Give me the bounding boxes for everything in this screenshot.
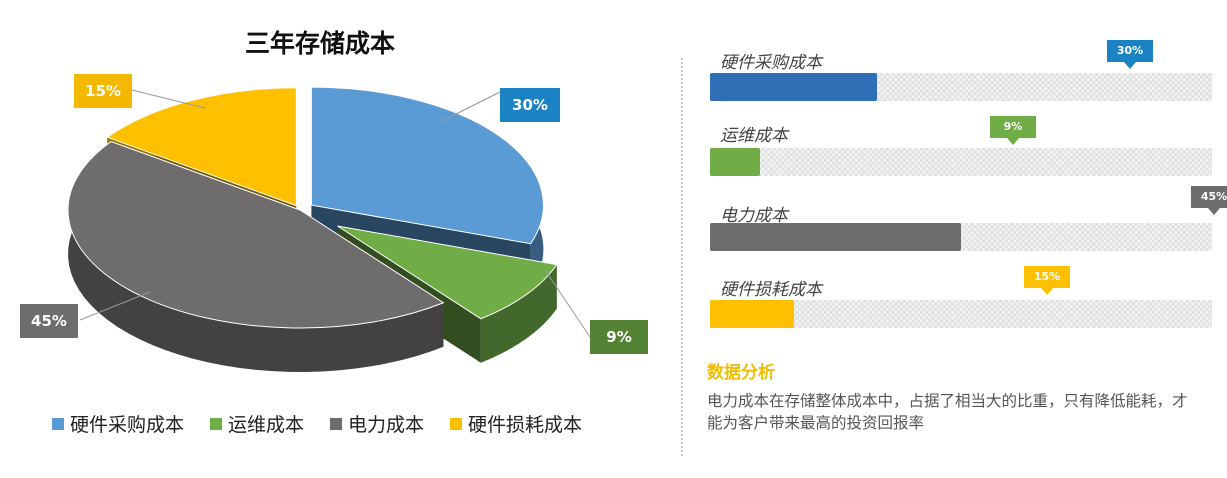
callout-power: 45% [20,304,78,338]
legend-label-power: 电力成本 [348,414,425,436]
bar-tag-maintenance-label: 9% [1003,120,1023,133]
bar-tag-arrow-icon [1208,208,1220,215]
bar-tag-power: 45% [1191,186,1227,215]
legend-swatch-hardware-wear [450,417,463,430]
legend-item-hardware-wear: 硬件损耗成本 [450,410,582,437]
callout-power-label: 45% [31,312,67,330]
legend-item-power: 电力成本 [330,410,424,437]
bar-tag-power-label: 45% [1200,190,1227,203]
callout-hardware-purchase: 30% [500,88,560,122]
legend-swatch-maintenance [210,417,223,430]
pie-chart [67,86,591,372]
bar-fill-hardware-wear [710,300,794,328]
bar-tag-arrow-icon [1041,288,1053,295]
leader-line-hardware-wear [131,89,206,109]
bar-fill-maintenance [710,148,760,176]
bar-tag-hardware-purchase-label: 30% [1116,44,1144,57]
bar-tag-maintenance: 9% [990,116,1036,145]
section-divider [681,58,683,456]
bar-fill-hardware-purchase [710,73,877,101]
bar-row-power: 电力成本 45% [710,186,1227,252]
pie-slice-power [67,140,445,329]
pie-slice-hardware-purchase [310,86,544,245]
bar-row-hardware-wear: 硬件损耗成本 15% [710,265,1212,329]
analysis-title: 数据分析 [707,363,775,383]
pie-slice-maintenance [337,225,558,320]
bar-track-hardware-wear [710,300,1212,328]
bar-tag-hardware-wear: 15% [1024,266,1070,295]
analysis-text: 电力成本在存储整体成本中，占据了相当大的比重，只有降低能耗，才能为客户带来最高的… [707,392,1188,432]
callout-hardware-purchase-label: 30% [512,96,548,114]
bar-track-power [710,223,1212,251]
bar-row-maintenance: 运维成本 9% [710,114,1212,176]
leader-line-power [79,291,151,321]
legend-label-hardware-wear: 硬件损耗成本 [468,414,583,436]
bar-track-maintenance [710,148,1212,176]
legend-label-maintenance: 运维成本 [228,414,305,436]
legend-swatch-power [330,417,343,430]
pie-legend: 硬件采购成本 运维成本 电力成本 硬件损耗成本 [52,410,608,437]
pie-slice-hardware-wear [106,87,297,207]
bar-tag-hardware-purchase: 30% [1107,40,1153,69]
callout-hardware-wear-label: 15% [85,82,121,100]
legend-item-maintenance: 运维成本 [210,410,304,437]
callout-hardware-wear: 15% [74,74,132,108]
bar-track-hardware-purchase [710,73,1212,101]
bar-label-hardware-purchase: 硬件采购成本 [720,53,822,73]
bar-tag-arrow-icon [1007,138,1019,145]
legend-label-hardware-purchase: 硬件采购成本 [70,414,185,436]
bar-fill-power [710,223,961,251]
callout-maintenance: 9% [590,320,648,354]
bar-label-hardware-wear: 硬件损耗成本 [720,280,822,300]
chart-title: 三年存储成本 [244,29,395,58]
leader-line-hardware-purchase [439,91,501,123]
bar-tag-hardware-wear-label: 15% [1033,270,1061,283]
bar-tag-arrow-icon [1124,62,1136,69]
callout-maintenance-label: 9% [606,328,632,346]
legend-swatch-hardware-purchase [52,417,64,430]
leader-line-maintenance [544,269,591,338]
bar-label-power: 电力成本 [720,206,788,226]
legend-item-hardware-purchase: 硬件采购成本 [52,410,184,437]
bar-label-maintenance: 运维成本 [720,126,788,146]
bar-row-hardware-purchase: 硬件采购成本 30% [710,40,1212,102]
